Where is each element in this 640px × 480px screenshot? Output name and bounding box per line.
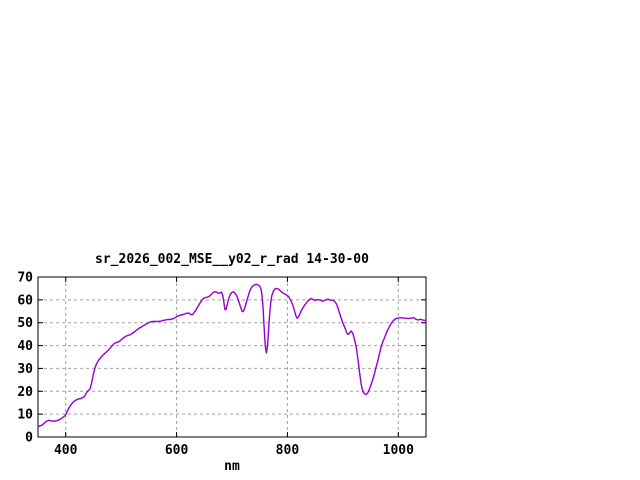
y-tick-label: 40 <box>17 339 33 354</box>
x-axis-labels: 400 600 800 1000 <box>54 443 414 458</box>
y-tick-label: 70 <box>17 271 33 286</box>
x-tick-label: 600 <box>165 443 189 458</box>
chart-title: sr_2026_002_MSE__y02_r_rad 14-30-00 <box>95 252 369 267</box>
y-tick-label: 60 <box>17 293 33 308</box>
plot-border <box>37 276 427 438</box>
gridlines <box>38 277 426 437</box>
y-tick-label: 20 <box>17 385 33 400</box>
x-tick-label: 400 <box>54 443 78 458</box>
x-tick-label: 800 <box>276 443 300 458</box>
y-tick-label: 30 <box>17 362 33 377</box>
spectrum-line <box>37 283 427 428</box>
y-tick-label: 50 <box>17 316 33 331</box>
y-tick-label: 0 <box>25 431 33 446</box>
y-tick-label: 10 <box>17 408 33 423</box>
x-axis-title: nm <box>224 459 240 474</box>
axis-ticks <box>38 277 426 437</box>
y-axis-labels: 0 10 20 30 40 50 60 70 <box>17 271 33 446</box>
x-tick-label: 1000 <box>383 443 414 458</box>
